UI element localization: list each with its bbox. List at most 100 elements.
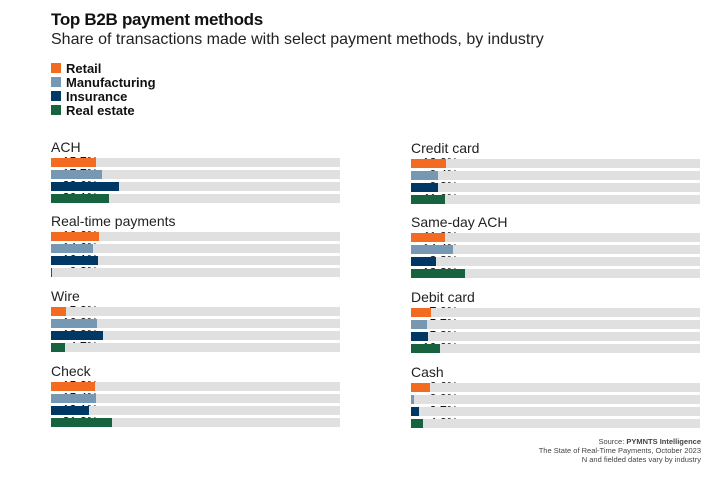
legend-swatch xyxy=(51,105,61,115)
bar-retail xyxy=(51,307,67,316)
bar-row: 16.1% xyxy=(51,254,391,267)
bar-row: 13.1% xyxy=(51,404,391,417)
bar-track xyxy=(411,159,700,168)
panel: Credit card12.0%9.4%9.2%11.6% xyxy=(411,140,716,206)
bar-row: 23.6% xyxy=(51,180,391,193)
bar-retail xyxy=(51,232,99,241)
bar-track xyxy=(51,244,340,253)
bar-track xyxy=(411,320,700,329)
bar-real-estate xyxy=(51,268,52,277)
source-label: Source: xyxy=(598,437,627,446)
bar-manufacturing xyxy=(411,320,428,329)
bar-real-estate xyxy=(51,418,113,427)
legend-swatch xyxy=(51,91,61,101)
bar-track xyxy=(51,194,340,203)
panel-title: Check xyxy=(51,363,91,379)
source-line3: N and fielded dates vary by industry xyxy=(581,455,701,464)
bar-insurance xyxy=(411,407,419,416)
bar-row: 10.0% xyxy=(411,342,716,355)
panel-title: Real-time payments xyxy=(51,213,176,229)
bar-row: 15.7% xyxy=(51,156,391,169)
panel-title: Debit card xyxy=(411,289,475,305)
bar-row: 12.0% xyxy=(411,157,716,170)
bar-track xyxy=(51,343,340,352)
legend-label: Insurance xyxy=(66,88,128,104)
chart-subtitle: Share of transactions made with select p… xyxy=(51,31,544,48)
panel-title: Cash xyxy=(411,364,444,380)
panel-title: Credit card xyxy=(411,140,480,156)
legend: Retail Manufacturing Insurance Real estate xyxy=(51,60,156,118)
bar-track xyxy=(51,158,340,167)
bar-track xyxy=(411,195,700,204)
bar-retail xyxy=(411,159,446,168)
panel: Real-time payments16.6%14.6%16.1%0.2% xyxy=(51,213,391,279)
legend-label: Real estate xyxy=(66,102,135,118)
legend-item: Retail xyxy=(51,60,156,76)
bar-real-estate xyxy=(411,419,423,428)
bar-row: 5.7% xyxy=(411,318,716,331)
bar-row: 7.0% xyxy=(411,306,716,319)
bar-real-estate xyxy=(411,195,445,204)
legend-swatch xyxy=(51,63,61,73)
bar-track xyxy=(51,256,340,265)
bar-track xyxy=(411,332,700,341)
bar-row: 15.2% xyxy=(51,380,391,393)
bar-real-estate xyxy=(411,269,466,278)
bar-manufacturing xyxy=(51,394,96,403)
bar-track xyxy=(51,331,340,340)
bar-track xyxy=(51,319,340,328)
bar-retail xyxy=(51,382,95,391)
bar-row: 16.6% xyxy=(51,230,391,243)
panel: Check15.2%15.4%13.1%21.2% xyxy=(51,363,391,429)
bar-retail xyxy=(51,158,97,167)
bar-row: 6.6% xyxy=(411,381,716,394)
bar-track xyxy=(51,406,340,415)
bar-retail xyxy=(411,308,432,317)
source-org: PYMNTS Intelligence xyxy=(626,437,701,446)
bar-row: 20.1% xyxy=(51,192,391,205)
panel: Debit card7.0%5.7%5.8%10.0% xyxy=(411,289,716,355)
bar-row: 4.7% xyxy=(51,341,391,354)
bar-real-estate xyxy=(411,344,440,353)
bar-insurance xyxy=(411,183,438,192)
legend-item: Manufacturing xyxy=(51,75,156,90)
bar-row: 9.2% xyxy=(411,181,716,194)
bar-manufacturing xyxy=(51,319,98,328)
bar-row: 18.8% xyxy=(411,267,716,280)
bar-track xyxy=(51,170,340,179)
bar-track xyxy=(411,257,700,266)
bar-retail xyxy=(411,383,431,392)
bar-track xyxy=(411,269,700,278)
bar-insurance xyxy=(411,332,428,341)
bar-track xyxy=(411,407,700,416)
bar-track xyxy=(51,394,340,403)
bar-row: 11.6% xyxy=(411,193,716,206)
bar-row: 17.7% xyxy=(51,168,391,181)
bar-track xyxy=(51,307,340,316)
bar-row: 8.8% xyxy=(411,255,716,268)
bar-real-estate xyxy=(51,343,65,352)
bar-track xyxy=(411,419,700,428)
bar-row: 9.4% xyxy=(411,169,716,182)
bar-track xyxy=(51,268,340,277)
legend-label: Retail xyxy=(66,60,102,76)
bar-row: 21.2% xyxy=(51,416,391,429)
source-line2: The State of Real-Time Payments, October… xyxy=(538,446,701,455)
bar-insurance xyxy=(411,257,437,266)
bar-track xyxy=(411,183,700,192)
bar-row: 4.0% xyxy=(411,417,716,430)
legend-item: Real estate xyxy=(51,102,156,118)
bar-row: 2.7% xyxy=(411,405,716,418)
bar-row: 11.9% xyxy=(411,231,716,244)
bar-row: 18.0% xyxy=(51,329,391,342)
bar-track xyxy=(411,245,700,254)
panel: ACH15.7%17.7%23.6%20.1% xyxy=(51,139,391,205)
bar-retail xyxy=(411,233,446,242)
bar-row: 14.4% xyxy=(411,243,716,256)
chart-title: Top B2B payment methods xyxy=(51,10,263,29)
panel: Same-day ACH11.9%14.4%8.8%18.8% xyxy=(411,214,716,280)
bar-track xyxy=(51,382,340,391)
bar-track xyxy=(411,395,700,404)
bar-row: 15.4% xyxy=(51,392,391,405)
